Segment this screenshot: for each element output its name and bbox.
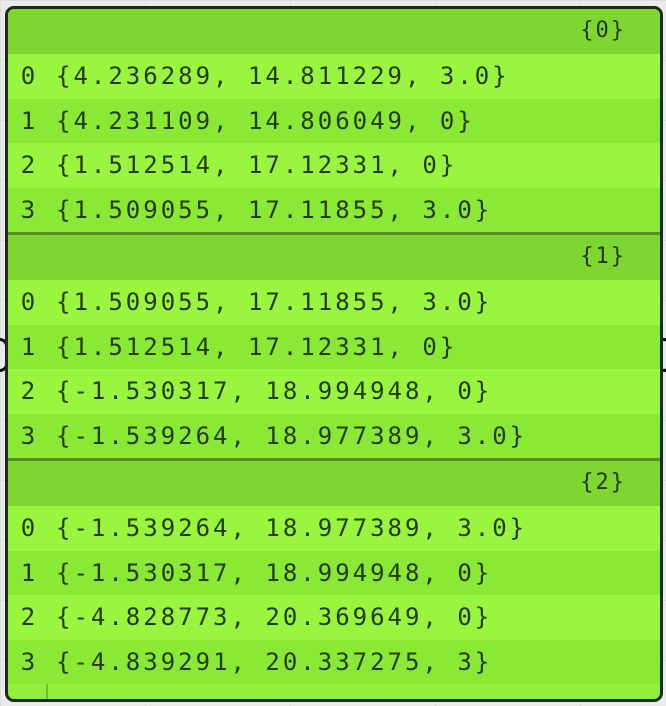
item-value: {-1.530317, 18.994948, 0} [56, 558, 493, 587]
item-index: 0 [20, 62, 36, 91]
item-value: {-1.539264, 18.977389, 3.0} [56, 514, 528, 543]
item-value: {-4.839291, 20.337275, 3} [56, 647, 493, 676]
list-item[interactable]: 2 {1.512514, 17.12331, 0} [8, 143, 660, 188]
branch-header: {1} [8, 235, 660, 280]
item-value: {4.231109, 14.806049, 0} [56, 106, 475, 135]
list-item[interactable]: 1 {1.512514, 17.12331, 0} [8, 324, 660, 369]
item-index: 3 [20, 195, 36, 224]
item-value: {1.512514, 17.12331, 0} [56, 332, 458, 361]
item-index: 1 [20, 106, 36, 135]
list-item[interactable]: 3 {-1.539264, 18.977389, 3.0} [8, 413, 660, 458]
item-value: {-1.539264, 18.977389, 3.0} [56, 421, 528, 450]
item-value: {4.236289, 14.811229, 3.0} [56, 62, 510, 91]
branch-header: {2} [8, 461, 660, 506]
item-index: 1 [20, 558, 36, 587]
item-index: 0 [20, 288, 36, 317]
item-value: {1.512514, 17.12331, 0} [56, 151, 458, 180]
item-index: 2 [20, 377, 36, 406]
item-index: 2 [20, 151, 36, 180]
item-value: {1.509055, 17.11855, 3.0} [56, 195, 493, 224]
item-value: {-1.530317, 18.994948, 0} [56, 377, 493, 406]
branch-path: {2} [580, 470, 626, 495]
branch-header: {0} [8, 9, 660, 54]
list-item[interactable]: 2 {-1.530317, 18.994948, 0} [8, 369, 660, 414]
list-item[interactable]: 1 {4.231109, 14.806049, 0} [8, 98, 660, 143]
item-index: 1 [20, 332, 36, 361]
item-index: 2 [20, 603, 36, 632]
branch-divider [8, 232, 660, 235]
item-index: 3 [20, 647, 36, 676]
panel-component[interactable]: {0} 0 {4.236289, 14.811229, 3.0} 1 {4.23… [5, 6, 663, 702]
list-item[interactable]: 0 {-1.539264, 18.977389, 3.0} [8, 506, 660, 551]
branch-2: {2} 0 {-1.539264, 18.977389, 3.0} 1 {-1.… [8, 461, 660, 684]
list-item[interactable]: 0 {1.509055, 17.11855, 3.0} [8, 280, 660, 325]
list-item[interactable]: 0 {4.236289, 14.811229, 3.0} [8, 54, 660, 99]
branch-0: {0} 0 {4.236289, 14.811229, 3.0} 1 {4.23… [8, 9, 660, 232]
branch-1: {1} 0 {1.509055, 17.11855, 3.0} 1 {1.512… [8, 235, 660, 458]
list-item[interactable]: 3 {1.509055, 17.11855, 3.0} [8, 187, 660, 232]
branch-path: {1} [580, 244, 626, 269]
list-item[interactable]: 3 {-4.839291, 20.337275, 3} [8, 639, 660, 684]
item-value: {-4.828773, 20.369649, 0} [56, 603, 493, 632]
item-index: 0 [20, 514, 36, 543]
branch-path: {0} [580, 18, 626, 43]
list-item[interactable]: 1 {-1.530317, 18.994948, 0} [8, 550, 660, 595]
item-value: {1.509055, 17.11855, 3.0} [56, 288, 493, 317]
item-index: 3 [20, 421, 36, 450]
list-item[interactable]: 2 {-4.828773, 20.369649, 0} [8, 595, 660, 640]
branch-divider [8, 458, 660, 461]
